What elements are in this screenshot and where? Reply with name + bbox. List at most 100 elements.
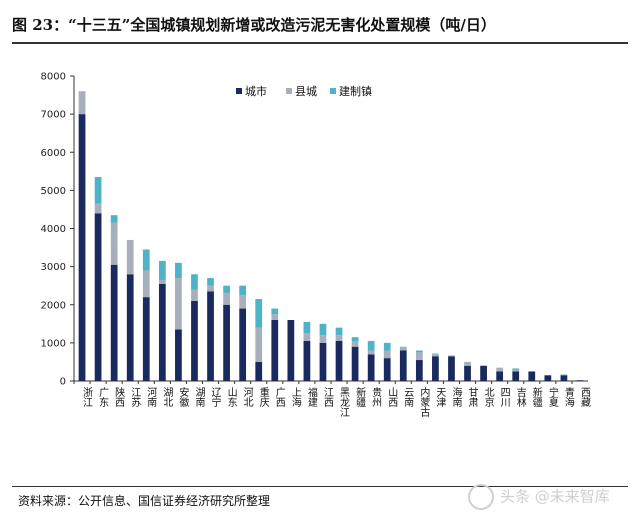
x-category-label: 贵州 bbox=[370, 386, 382, 407]
x-category-label: 甘肃 bbox=[466, 386, 478, 408]
title-rule bbox=[12, 42, 628, 44]
x-category-label: 河北 bbox=[241, 387, 253, 407]
bar-segment-county bbox=[367, 350, 375, 355]
bar-segment-county bbox=[448, 355, 455, 357]
bar-segment-city bbox=[383, 358, 391, 381]
bar-segment-city bbox=[126, 274, 134, 381]
bar-segment-county bbox=[255, 327, 263, 362]
bar-segment-town bbox=[415, 350, 423, 353]
bar-segment-county bbox=[496, 367, 504, 372]
bar-segment-city bbox=[239, 308, 247, 381]
bar-segment-county bbox=[351, 340, 359, 347]
bar-segment-county bbox=[464, 361, 471, 366]
bar-segment-county bbox=[432, 354, 439, 357]
bar-segment-county bbox=[399, 346, 407, 351]
x-category-label: 内蒙古 bbox=[418, 386, 430, 418]
bar-segment-city bbox=[207, 291, 214, 381]
bar-segment-city bbox=[415, 360, 423, 381]
bar-segment-county bbox=[512, 369, 520, 372]
x-category-label: 浙江 bbox=[81, 387, 93, 407]
x-category-label: 广东 bbox=[97, 387, 109, 407]
bar-segment-city bbox=[255, 361, 263, 381]
x-category-label: 新疆 bbox=[530, 386, 542, 408]
y-tick-label: 3000 bbox=[41, 262, 66, 273]
bar-segment-town bbox=[271, 308, 279, 315]
bar-segment-city bbox=[351, 346, 359, 381]
bar-segment-county bbox=[335, 335, 343, 341]
bar-segment-county bbox=[78, 91, 86, 115]
bar-segment-city bbox=[432, 356, 439, 381]
bar-segment-town bbox=[158, 260, 166, 280]
bar-segment-county bbox=[223, 293, 230, 305]
bar-segment-city bbox=[319, 342, 327, 381]
stacked-bar-chart: 010002000300040005000600070008000浙江 广东 陕西江… bbox=[41, 72, 591, 418]
bar-segment-town bbox=[110, 215, 118, 223]
x-category-label: 吉林 bbox=[514, 387, 526, 408]
bar-segment-town bbox=[367, 340, 375, 351]
x-category-label: 福建 bbox=[305, 386, 317, 407]
legend-swatch-city bbox=[236, 88, 242, 94]
bar-segment-county bbox=[271, 314, 279, 320]
bar-segment-county bbox=[191, 289, 198, 301]
bar-segment-town bbox=[303, 321, 311, 334]
bar-segment-city bbox=[448, 356, 455, 381]
bar-segment-city bbox=[191, 300, 198, 381]
source-rule bbox=[12, 486, 628, 487]
bar-segment-city bbox=[512, 371, 520, 381]
bar-segment-city bbox=[544, 375, 552, 381]
bar-segment-city bbox=[78, 114, 86, 381]
x-category-label: 安徽 bbox=[177, 386, 189, 408]
bar-segment-county bbox=[175, 278, 182, 330]
bar-segment-county bbox=[110, 222, 118, 265]
bar-segment-city bbox=[303, 340, 311, 381]
bar-segment-town bbox=[223, 285, 230, 294]
legend-label-town: 建制镇 bbox=[339, 84, 372, 98]
bar-segment-county bbox=[303, 333, 311, 341]
x-category-label: 辽宁 bbox=[209, 387, 221, 407]
bar-segment-city bbox=[271, 320, 279, 381]
y-tick-label: 8000 bbox=[41, 72, 66, 83]
bar-segment-town bbox=[432, 353, 439, 355]
y-tick-label: 7000 bbox=[41, 110, 66, 121]
watermark-text: 头条 @未来智库 bbox=[500, 487, 610, 506]
x-category-label: 河南 bbox=[145, 387, 157, 407]
bar-segment-town bbox=[142, 249, 150, 271]
x-category-label: 山西 bbox=[386, 387, 398, 407]
watermark: 头条 @未来智库 bbox=[468, 484, 610, 510]
chart-title: 图 23：“十三五”全国城镇规划新增或改造污泥无害化处置规模（吨/日） bbox=[12, 16, 496, 34]
x-category-label: 北京 bbox=[482, 387, 494, 408]
bar-segment-city bbox=[223, 304, 230, 381]
legend-label-city: 城市 bbox=[245, 84, 267, 98]
source-note: 资料来源：公开信息、国信证券经济研究所整理 bbox=[18, 494, 271, 508]
x-category-label: 江苏 bbox=[129, 387, 141, 408]
x-category-label: 湖北 bbox=[161, 387, 173, 407]
legend-swatch-county bbox=[286, 88, 292, 94]
x-category-label: 西藏 bbox=[578, 387, 590, 408]
x-category-label: 陕西 bbox=[113, 386, 125, 407]
x-category-label: 云南 bbox=[402, 387, 414, 407]
bar-segment-city bbox=[576, 380, 584, 381]
x-category-label: 江西 bbox=[321, 387, 333, 407]
bar-segment-city bbox=[287, 320, 295, 381]
bar-segment-city bbox=[110, 264, 118, 381]
bar-segment-city bbox=[496, 371, 504, 381]
bar-segment-county bbox=[383, 350, 391, 359]
y-tick-label: 5000 bbox=[41, 186, 66, 197]
watermark-logo-icon bbox=[468, 484, 494, 510]
bar-segment-city bbox=[464, 365, 471, 381]
x-category-label: 四川 bbox=[498, 387, 510, 407]
bar-segment-city bbox=[142, 297, 150, 381]
legend-label-county: 县城 bbox=[295, 85, 317, 98]
bar-segment-city bbox=[175, 329, 182, 381]
bar-segment-county bbox=[126, 239, 134, 275]
bar-segment-city bbox=[480, 365, 487, 381]
x-category-label: 湖南 bbox=[193, 387, 205, 407]
y-tick-label: 1000 bbox=[41, 338, 66, 349]
bar-segment-town bbox=[335, 327, 343, 336]
bar-segment-city bbox=[94, 213, 102, 381]
bar-segment-town bbox=[239, 285, 247, 296]
bar-segment-town bbox=[383, 342, 391, 351]
bar-segment-city bbox=[528, 371, 536, 381]
legend-swatch-town bbox=[330, 88, 336, 94]
bar-segment-county bbox=[158, 279, 166, 284]
